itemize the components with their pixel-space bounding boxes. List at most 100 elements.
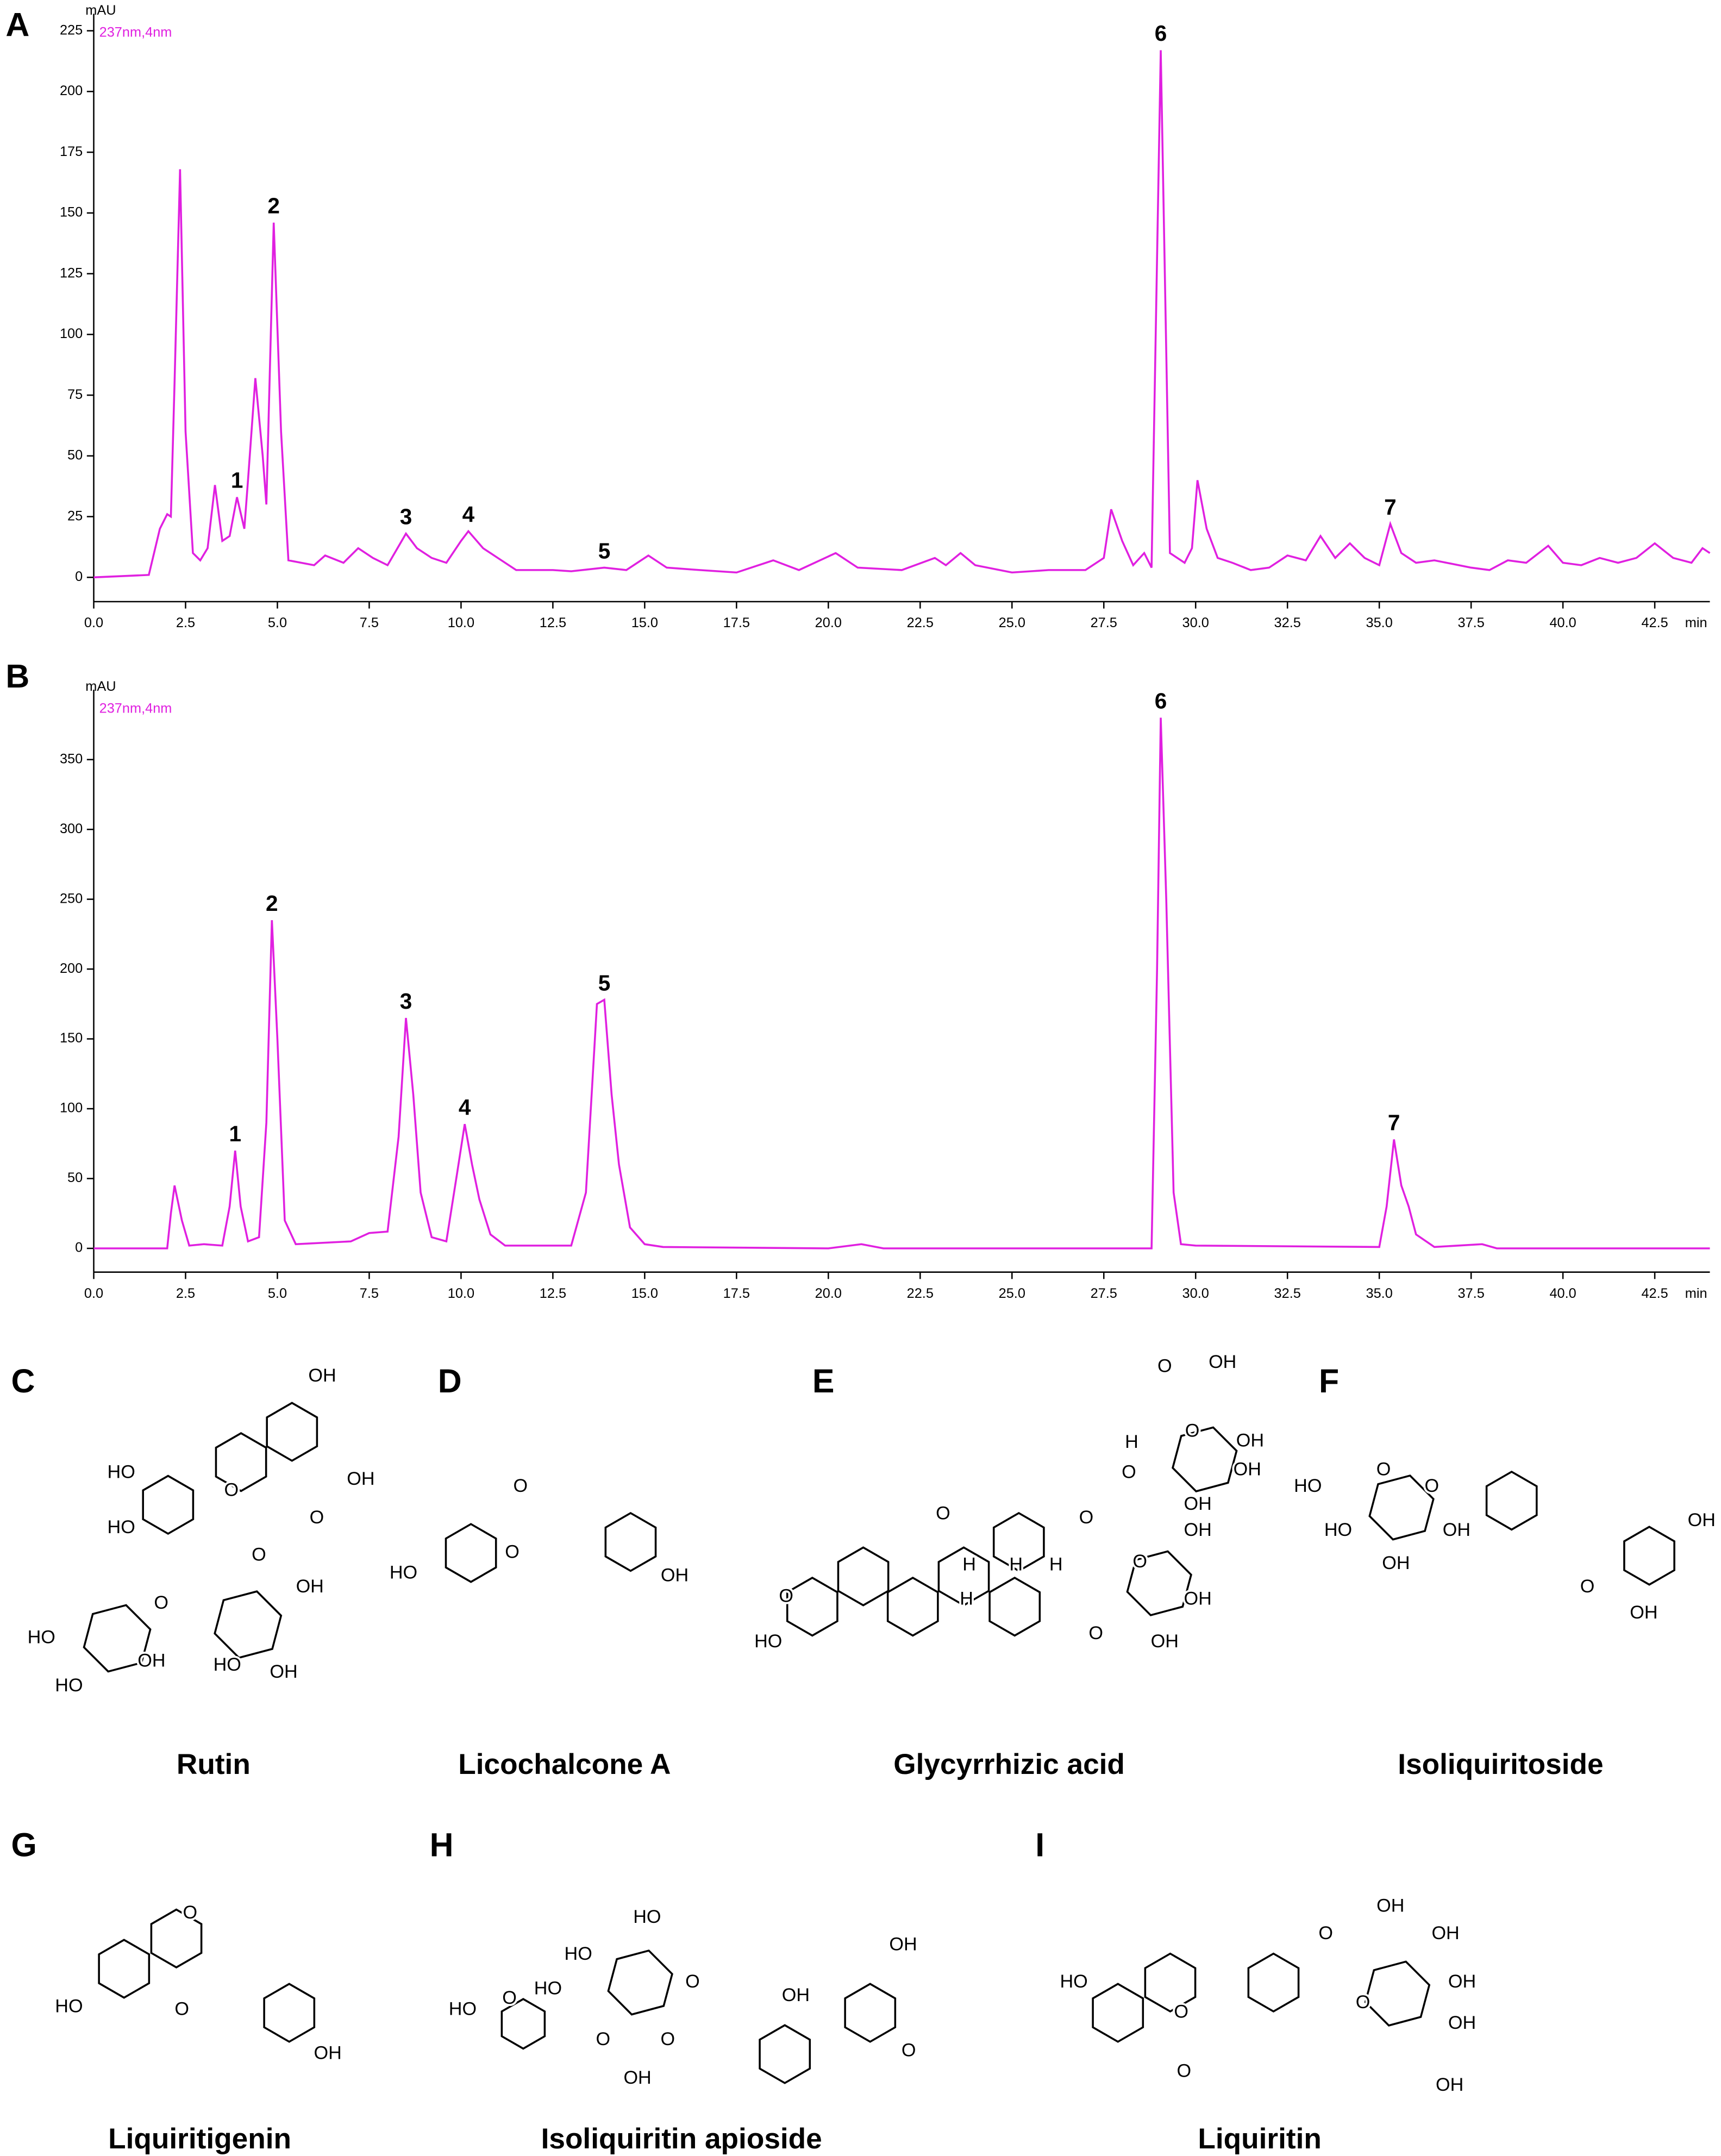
atom-label: OH bbox=[314, 2043, 342, 2064]
x-tick-label: 25.0 bbox=[999, 615, 1025, 630]
atom-label: HO bbox=[534, 1978, 562, 1999]
atom-label: O bbox=[1079, 1507, 1094, 1528]
atom-label: O bbox=[1376, 1459, 1391, 1479]
peak-label: 1 bbox=[231, 468, 243, 493]
ring bbox=[98, 1939, 151, 1999]
atom-label: O bbox=[224, 1479, 239, 1500]
atom-label: O bbox=[514, 1476, 528, 1496]
peak-label: 3 bbox=[400, 504, 412, 529]
structure: O HO O OH bbox=[387, 1473, 691, 1588]
ring bbox=[1485, 1470, 1538, 1531]
y-tick-label: 200 bbox=[60, 83, 83, 98]
atom-label: O bbox=[779, 1586, 793, 1607]
atom-label: OH bbox=[889, 1934, 917, 1954]
ring bbox=[1126, 1550, 1192, 1616]
atom-label: O bbox=[1174, 2002, 1188, 2022]
y-tick-label: 175 bbox=[60, 144, 83, 159]
trace bbox=[93, 50, 1711, 579]
x-tick-label: 37.5 bbox=[1458, 1286, 1485, 1301]
compound-name: Liquiritin bbox=[1198, 2123, 1321, 2155]
legend-label: 237nm,4nm bbox=[99, 24, 172, 40]
x-tick-label: 32.5 bbox=[1274, 1286, 1301, 1301]
atom-label: O bbox=[1132, 1551, 1147, 1572]
ring bbox=[992, 1511, 1045, 1572]
y-tick-label: 200 bbox=[60, 961, 83, 976]
x-tick-label: 42.5 bbox=[1641, 615, 1668, 630]
atom-label: HO bbox=[633, 1907, 661, 1927]
atom-label: O bbox=[252, 1545, 266, 1565]
peak-label: 3 bbox=[400, 989, 412, 1014]
compound-name: Liquiritigenin bbox=[108, 2123, 291, 2155]
panel-letter: D bbox=[438, 1363, 462, 1399]
ring bbox=[1172, 1426, 1238, 1492]
panel-letter: I bbox=[1035, 1827, 1044, 1864]
ring bbox=[83, 1604, 152, 1673]
atom-label: HO bbox=[108, 1462, 135, 1483]
x-tick-label: 40.0 bbox=[1549, 1286, 1576, 1301]
atom-label: OH bbox=[1151, 1631, 1179, 1652]
ring bbox=[263, 1983, 316, 2043]
x-tick-label: 22.5 bbox=[907, 615, 934, 630]
y-tick-label: 350 bbox=[60, 751, 83, 766]
x-tick-label: 15.0 bbox=[631, 615, 658, 630]
atom-label: OH bbox=[1688, 1510, 1716, 1530]
x-tick-label: 30.0 bbox=[1182, 615, 1209, 630]
peak-label: 5 bbox=[598, 970, 611, 995]
ring bbox=[150, 1908, 203, 1968]
ring bbox=[1623, 1526, 1675, 1586]
atom-label: O bbox=[1356, 1992, 1370, 2013]
compound-name: Glycyrrhizic acid bbox=[893, 1748, 1125, 1780]
peak-label: 6 bbox=[1155, 21, 1167, 46]
atom-label: OH bbox=[1431, 1923, 1459, 1943]
x-tick-label: 22.5 bbox=[907, 1286, 934, 1301]
atom-label: OH bbox=[1376, 1896, 1404, 1916]
ring bbox=[214, 1590, 283, 1659]
x-tick-label: 27.5 bbox=[1091, 1286, 1117, 1301]
x-tick-label: 37.5 bbox=[1458, 615, 1485, 630]
compound-name: Isoliquiritin apioside bbox=[541, 2123, 822, 2155]
x-tick-label: 30.0 bbox=[1182, 1286, 1209, 1301]
atom-label: O bbox=[1185, 1421, 1200, 1441]
x-tick-label: 12.5 bbox=[540, 615, 566, 630]
x-tick-label: 20.0 bbox=[815, 1286, 842, 1301]
ring bbox=[500, 1998, 546, 2050]
ring bbox=[1368, 1474, 1435, 1541]
x-tick-label: 0.0 bbox=[84, 615, 103, 630]
y-tick-label: 300 bbox=[60, 821, 83, 836]
ring bbox=[988, 1577, 1041, 1637]
atom-label: HO bbox=[1324, 1520, 1352, 1540]
peak-label: 7 bbox=[1384, 495, 1397, 520]
ring bbox=[786, 1577, 838, 1637]
x-tick-label: 42.5 bbox=[1641, 1286, 1668, 1301]
atom-label: O bbox=[174, 1999, 189, 2020]
x-tick-label: 7.5 bbox=[360, 1286, 379, 1301]
atom-label: OH bbox=[1236, 1430, 1264, 1451]
ring bbox=[937, 1546, 990, 1607]
atom-label: H bbox=[1049, 1554, 1063, 1574]
atom-label: O bbox=[596, 2029, 610, 2049]
x-tick-label: 12.5 bbox=[540, 1286, 566, 1301]
y-tick-label: 0 bbox=[75, 1240, 83, 1255]
panel-letter: G bbox=[11, 1827, 37, 1864]
atom-label: HO bbox=[1060, 1971, 1088, 1992]
panel-letter: E bbox=[812, 1363, 835, 1399]
atom-label: O bbox=[685, 1971, 700, 1992]
x-tick-label: 10.0 bbox=[448, 615, 474, 630]
atom-label: O bbox=[310, 1507, 324, 1528]
ring bbox=[759, 2024, 811, 2084]
atom-label: HO bbox=[1294, 1476, 1322, 1496]
y-tick-label: 50 bbox=[67, 1170, 83, 1185]
ring bbox=[1144, 1952, 1197, 2013]
compound-name: Isoliquiritoside bbox=[1398, 1748, 1603, 1780]
ring bbox=[844, 1983, 897, 2043]
atom-label: OH bbox=[296, 1576, 324, 1597]
y-tick-label: 100 bbox=[60, 1101, 83, 1116]
ring bbox=[1364, 1960, 1431, 2027]
atom-label: OH bbox=[308, 1365, 336, 1386]
atom-label: HO bbox=[390, 1562, 417, 1583]
ring bbox=[445, 1523, 497, 1583]
atom-label: OH bbox=[1184, 1589, 1211, 1609]
atom-label: OH bbox=[1443, 1520, 1470, 1540]
